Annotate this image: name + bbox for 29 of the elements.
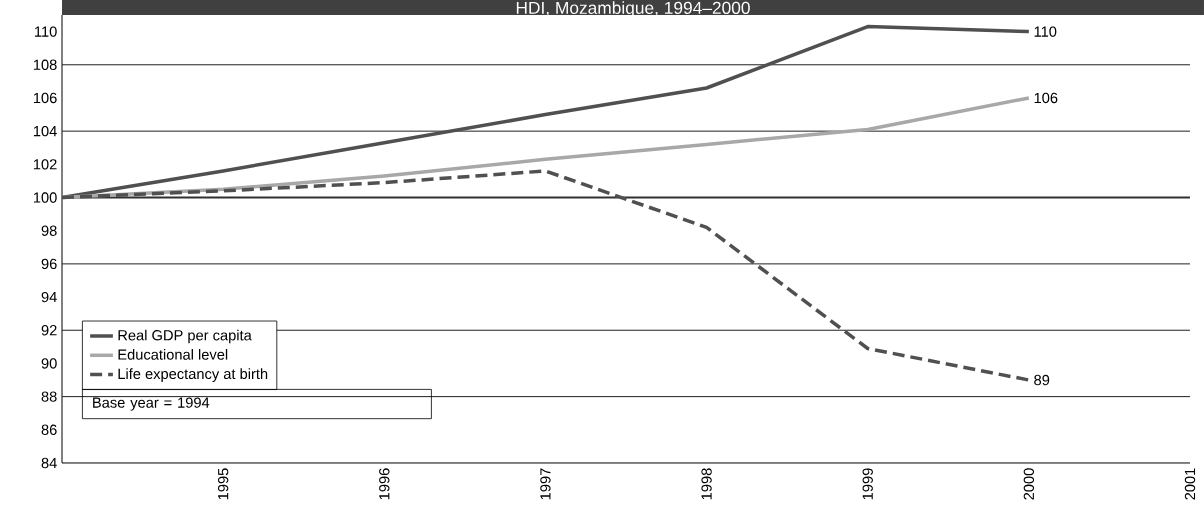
y-tick-label: 94 (41, 291, 57, 303)
legend-label: Real GDP per capita (118, 329, 252, 344)
x-tick-label: 1995 (217, 468, 229, 500)
y-tick-label: 110 (35, 26, 57, 37)
y-tick-label: 92 (41, 325, 57, 336)
chart-title: HDI, Mozambique, 1994–2000 (516, 1, 750, 18)
y-tick-label: 84 (41, 457, 57, 469)
y-tick-label: 100 (33, 192, 57, 203)
x-tick-label: 1998 (701, 468, 712, 500)
data-label: 89 (1034, 374, 1050, 386)
y-tick-label: 108 (33, 59, 57, 70)
annotation: Base year = 1994 (93, 397, 210, 411)
legend-label: Life expectancy at birth (118, 368, 268, 382)
y-tick-label: 90 (41, 358, 57, 369)
y-tick-label: 102 (33, 159, 57, 170)
y-tick-label: 106 (33, 92, 57, 104)
x-tick-label: 2001 (1184, 468, 1196, 500)
y-tick-label: 88 (41, 391, 57, 402)
x-tick-label: 1999 (862, 468, 873, 500)
data-label: 110 (1034, 26, 1057, 37)
y-tick-label: 96 (41, 258, 57, 270)
x-tick-label: 1996 (379, 468, 390, 500)
x-tick-label: 1997 (540, 468, 551, 500)
x-tick-label: 2000 (1023, 468, 1035, 500)
y-tick-label: 86 (41, 424, 57, 435)
legend-label: Educational level (118, 348, 228, 360)
y-tick-label: 98 (41, 225, 57, 236)
y-tick-label: 104 (33, 125, 57, 137)
data-label: 106 (1034, 92, 1058, 104)
